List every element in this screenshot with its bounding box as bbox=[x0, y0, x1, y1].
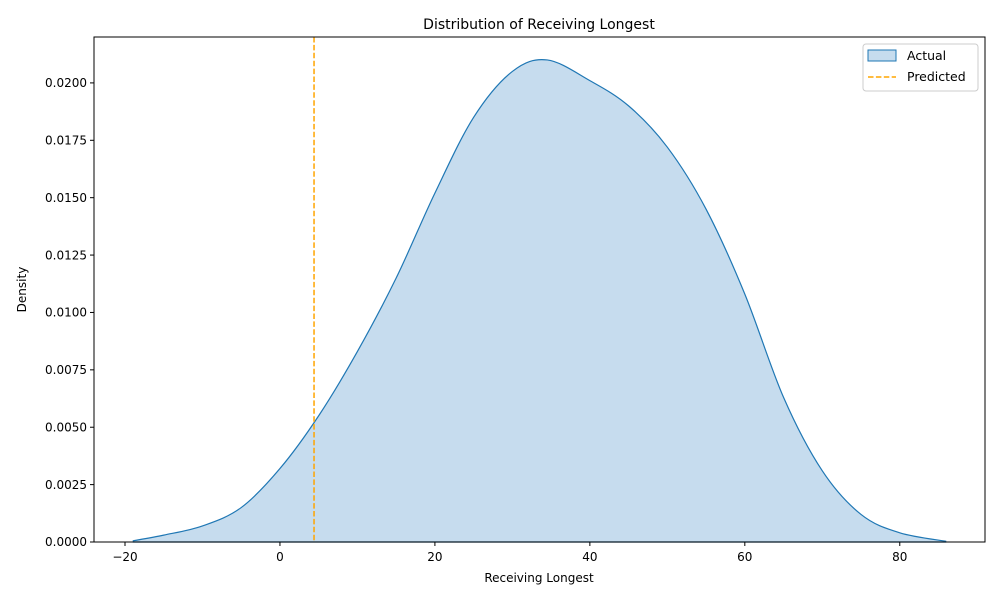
y-tick-label: 0.0000 bbox=[45, 535, 87, 549]
plot-frame bbox=[93, 36, 986, 543]
y-axis: 0.0000 0.0025 0.0050 0.0075 0.0100 0.0125 0.01… bbox=[45, 76, 94, 549]
x-tick-label: 80 bbox=[892, 550, 907, 564]
y-tick-label: 0.0025 bbox=[45, 478, 87, 492]
x-tick-label: 40 bbox=[582, 550, 597, 564]
x-axis: −20 0 20 40 60 80 bbox=[112, 542, 907, 564]
y-tick-label: 0.0175 bbox=[45, 133, 87, 147]
y-axis-label: Density bbox=[15, 267, 29, 313]
y-tick-label: 0.0200 bbox=[45, 76, 87, 90]
legend-label-predicted: Predicted bbox=[907, 69, 966, 84]
kde-line-actual bbox=[132, 59, 947, 542]
x-tick-label: 0 bbox=[276, 550, 284, 564]
kde-area-actual bbox=[132, 59, 947, 543]
y-tick-label: 0.0100 bbox=[45, 306, 87, 320]
x-tick-label: 60 bbox=[737, 550, 752, 564]
chart-title: Distribution of Receiving Longest bbox=[423, 17, 655, 33]
x-axis-label: Receiving Longest bbox=[484, 571, 594, 585]
x-tick-label: −20 bbox=[112, 550, 137, 564]
y-tick-label: 0.0150 bbox=[45, 191, 87, 205]
legend: Actual Predicted bbox=[862, 43, 979, 92]
y-tick-label: 0.0125 bbox=[45, 248, 87, 262]
y-tick-label: 0.0075 bbox=[45, 363, 87, 377]
legend-label-actual: Actual bbox=[907, 48, 946, 63]
legend-swatch-actual bbox=[867, 49, 897, 62]
y-tick-label: 0.0050 bbox=[45, 420, 87, 434]
x-tick-label: 20 bbox=[427, 550, 442, 564]
